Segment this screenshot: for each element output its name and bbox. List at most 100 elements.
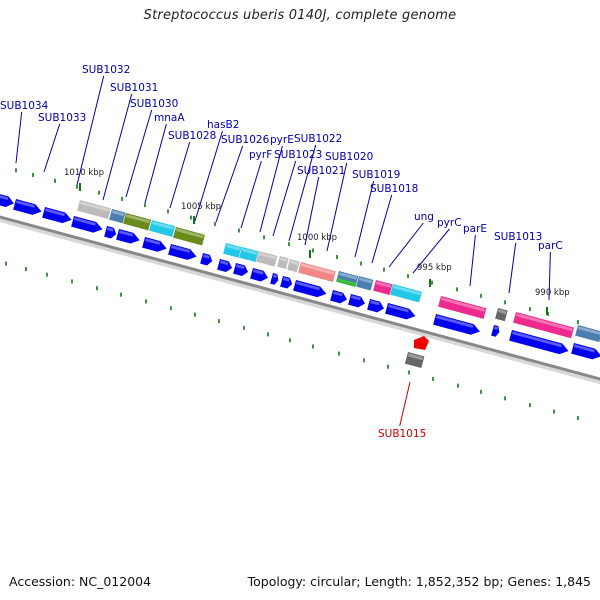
- feature-box-highlight: [289, 260, 299, 266]
- cds-arrow: [250, 268, 268, 282]
- cds-arrow-highlight: [73, 217, 96, 226]
- cds-arrow-shape: [142, 237, 167, 252]
- gene-leader-pyre: [259, 145, 283, 233]
- cds-arrow-highlight: [511, 331, 562, 348]
- gene-leader-sub1026: [215, 145, 244, 223]
- gene-leader-parc: [548, 251, 551, 301]
- scale-label-1005-kbp: 1005 kbp: [181, 202, 221, 212]
- cds-arrow-shape: [250, 268, 268, 282]
- gene-leader-pyrf: [240, 160, 262, 229]
- cds-arrow-highlight: [170, 245, 191, 253]
- feature-box-shape: [438, 296, 487, 319]
- feature-box: [256, 251, 278, 267]
- gene-leader-sub1013: [508, 242, 517, 294]
- cds-arrow-highlight: [493, 326, 499, 330]
- feature-box-highlight: [279, 257, 288, 262]
- gene-label-sub1019: SUB1019: [352, 169, 400, 181]
- sub1015-feature: [414, 336, 429, 350]
- feature-box: [373, 280, 393, 296]
- backbone-shadow: [0, 215, 600, 385]
- cds-arrow-shape: [433, 314, 480, 335]
- gene-leader-sub1023: [272, 160, 297, 237]
- cds-arrow-highlight: [282, 277, 290, 282]
- feature-box-highlight: [175, 228, 204, 239]
- gene-label-sub1032: SUB1032: [82, 64, 130, 76]
- feature-box: [356, 276, 374, 291]
- feature-box-highlight: [515, 313, 573, 332]
- feature-box-shape: [239, 247, 259, 263]
- cds-arrow-shape: [13, 199, 42, 215]
- cds-arrow: [433, 314, 480, 335]
- gene-label-hasb2: hasB2: [207, 119, 239, 131]
- cds-arrow-shape: [0, 193, 14, 208]
- gene-leader-sub1019: [354, 180, 375, 258]
- cds-arrow-highlight: [44, 208, 66, 217]
- cds-arrow-shape: [42, 207, 72, 224]
- gene-label-sub1020: SUB1020: [325, 151, 373, 163]
- feature-box: [173, 227, 205, 246]
- feature-box-shape: [223, 243, 242, 258]
- cds-arrow: [293, 280, 327, 298]
- feature-box-shape: [256, 251, 278, 267]
- cds-arrow-shape: [491, 325, 500, 337]
- cds-arrow-highlight: [202, 254, 210, 259]
- cds-arrow-highlight: [295, 281, 320, 291]
- cds-arrow-highlight: [144, 238, 161, 245]
- gene-leader-sub1018: [371, 194, 393, 264]
- scale-label-1010-kbp: 1010 kbp: [64, 168, 104, 178]
- feature-box: [390, 284, 422, 303]
- cds-arrow: [142, 237, 167, 252]
- feature-box-shape: [77, 200, 111, 219]
- feature-box-green-shape: [336, 278, 357, 287]
- feature-box-highlight: [440, 297, 486, 312]
- cds-arrow: [348, 294, 366, 308]
- cds-arrow: [104, 226, 117, 239]
- gene-label-mnaa: mnaA: [154, 112, 185, 124]
- cds-arrow: [217, 259, 233, 272]
- gene-leader-sub1034: [15, 111, 23, 164]
- gene-leader-sub1015: [399, 381, 411, 427]
- cds-arrow: [330, 290, 348, 304]
- gene-label-pyrc: pyrC: [437, 217, 462, 229]
- cds-arrow: [491, 325, 500, 337]
- gene-label-sub1022: SUB1022: [294, 133, 342, 145]
- feature-box: [287, 259, 300, 273]
- gene-label-pyre: pyrE: [270, 134, 294, 146]
- gene-leader-ung: [388, 222, 424, 268]
- feature-box-shape: [575, 325, 600, 343]
- cds-arrow: [571, 343, 600, 360]
- gene-leader-sub1031: [102, 93, 133, 201]
- cds-arrow-shape: [217, 259, 233, 272]
- feature-box-highlight: [225, 244, 241, 251]
- gene-label-sub1031: SUB1031: [110, 82, 158, 94]
- feature-box: [495, 308, 508, 322]
- cds-arrow: [367, 299, 385, 313]
- cds-arrow-shape: [367, 299, 385, 313]
- cds-arrow: [42, 207, 72, 224]
- cds-arrow-shape: [200, 253, 213, 266]
- feature-box-green-highlight: [338, 279, 356, 285]
- gene-label-sub1030: SUB1030: [130, 98, 178, 110]
- feature-box-shape: [390, 284, 422, 303]
- cds-arrow-shape: [104, 226, 117, 239]
- feature-box-highlight: [497, 309, 507, 315]
- feature-box: [123, 213, 152, 231]
- cds-arrow-shape: [71, 216, 103, 233]
- gene-label-sub1023: SUB1023: [274, 149, 322, 161]
- feature-box-highlight: [125, 214, 150, 224]
- cds-arrow-highlight: [0, 194, 9, 201]
- feature-box-shape: [513, 312, 574, 339]
- topology-summary: Topology: circular; Length: 1,852,352 bp…: [247, 574, 591, 589]
- feature-box-shape: [495, 308, 508, 322]
- feature-box: [575, 325, 600, 343]
- gene-leader-sub1032: [76, 75, 105, 186]
- cds-arrow-highlight: [350, 295, 361, 301]
- cds-arrow: [280, 276, 293, 289]
- gene-leader-hasb2: [194, 130, 223, 222]
- gene-leader-sub1020: [326, 162, 348, 252]
- gene-leader-sub1022: [288, 144, 317, 242]
- cds-arrow-highlight: [573, 344, 595, 353]
- cds-arrow: [200, 253, 213, 266]
- cds-arrow-shape: [348, 294, 366, 308]
- feature-box: [513, 312, 574, 339]
